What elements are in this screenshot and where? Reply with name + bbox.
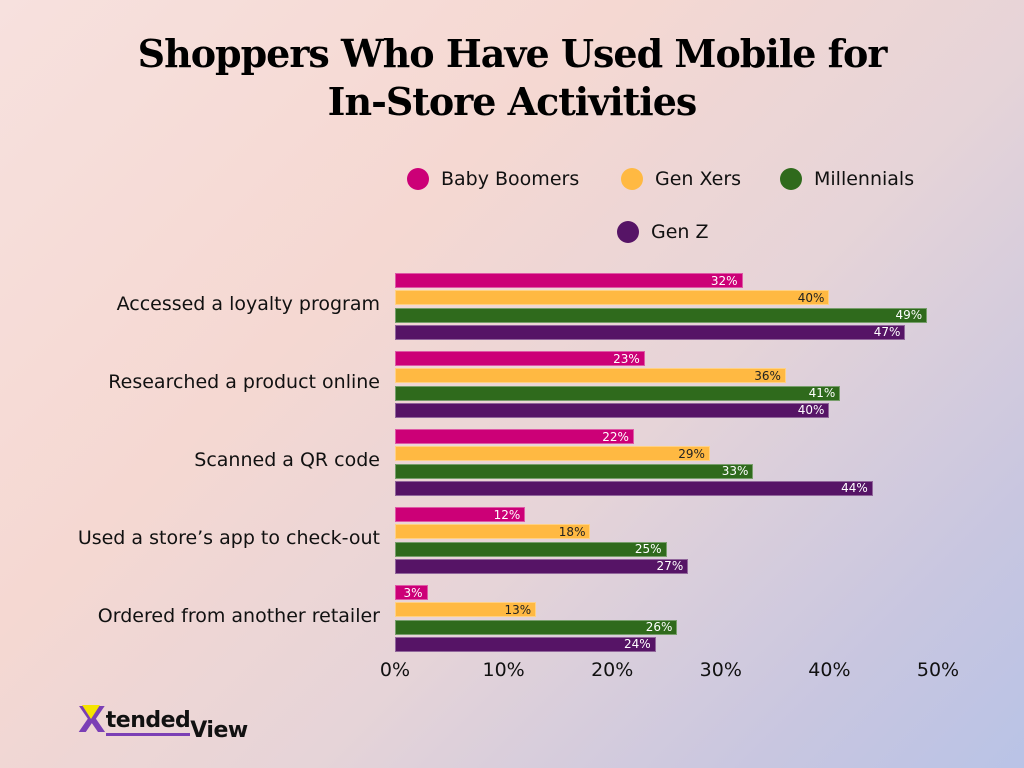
bar: 25% (395, 541, 667, 557)
legend-label: Millennials (814, 168, 915, 190)
bar-value-label: 3% (403, 585, 423, 600)
bar: 29% (395, 446, 710, 462)
legend-item: Baby Boomers (407, 168, 579, 190)
bar: 40% (395, 290, 830, 306)
bar-value-label: 36% (754, 368, 781, 383)
bar: 3% (395, 585, 428, 600)
legend-dot-icon (780, 168, 802, 190)
category-label: Ordered from another retailer (97, 605, 380, 627)
x-tick-label: 30% (699, 659, 742, 681)
legend-item: Millennials (780, 168, 914, 190)
bar: 23% (395, 351, 645, 366)
chart-title: Shoppers Who Have Used Mobile for In-Sto… (0, 30, 1024, 126)
bar: 41% (395, 385, 841, 401)
legend-label: Gen Xers (655, 168, 742, 190)
bar-value-label: 18% (558, 524, 586, 539)
bar-value-label: 22% (602, 429, 629, 444)
logo-text-view: View (190, 718, 248, 743)
bar-value-label: 33% (721, 464, 749, 479)
legend-dot-icon (407, 168, 429, 190)
legend-dot-icon (621, 168, 643, 190)
logo-text-tended: tended (105, 709, 191, 736)
legend-label: Gen Z (651, 221, 709, 243)
bar-value-label: 25% (634, 542, 662, 557)
x-tick-label: 50% (916, 659, 960, 681)
category-label: Used a store’s app to check-out (77, 527, 380, 549)
bar: 32% (395, 273, 743, 288)
bar-value-label: 27% (656, 559, 684, 574)
bar: 24% (395, 636, 656, 652)
bar-value-label: 26% (645, 620, 673, 635)
bar: 49% (395, 307, 928, 323)
bar: 36% (395, 368, 786, 384)
x-tick-label: 10% (482, 659, 525, 681)
bar-value-label: 32% (710, 273, 738, 288)
bar-value-label: 47% (873, 325, 901, 340)
bar-value-label: 44% (841, 481, 868, 496)
bar: 44% (395, 480, 873, 496)
bar: 18% (395, 524, 591, 540)
bar: 12% (395, 507, 526, 522)
bar-value-label: 40% (797, 290, 825, 305)
bar-value-label: 49% (895, 308, 923, 323)
legend-label: Baby Boomers (441, 168, 580, 190)
bar: 47% (395, 324, 906, 340)
x-tick-label: 20% (591, 659, 634, 681)
bar-value-label: 29% (678, 446, 705, 461)
bar: 40% (395, 402, 830, 418)
bar-value-label: 12% (493, 507, 521, 522)
bar-value-label: 23% (613, 351, 640, 366)
category-label: Scanned a QR code (194, 449, 380, 471)
bar: 27% (395, 558, 689, 574)
chart-title-line-1: Shoppers Who Have Used Mobile for (137, 31, 888, 76)
bar: 13% (395, 602, 537, 618)
bar-value-label: 41% (808, 386, 836, 401)
chart-title-line-2: In-Store Activities (327, 79, 698, 124)
bar-value-label: 13% (504, 602, 532, 617)
x-tick-label: 40% (808, 659, 851, 681)
bar: 33% (395, 463, 754, 479)
legend-item: Gen Z (617, 221, 709, 243)
legend-item: Gen Xers (621, 168, 741, 190)
category-label: Accessed a loyalty program (116, 293, 380, 315)
xtendedview-logo: X tended View (78, 700, 248, 743)
bar: 22% (395, 429, 634, 444)
x-tick-label: 0% (379, 659, 411, 681)
bar-value-label: 40% (797, 403, 825, 418)
bar-value-label: 24% (623, 637, 651, 652)
bar: 26% (395, 619, 678, 635)
legend-dot-icon (617, 221, 639, 243)
category-label: Researched a product online (108, 371, 380, 393)
logo-x-mark: X (78, 700, 106, 741)
